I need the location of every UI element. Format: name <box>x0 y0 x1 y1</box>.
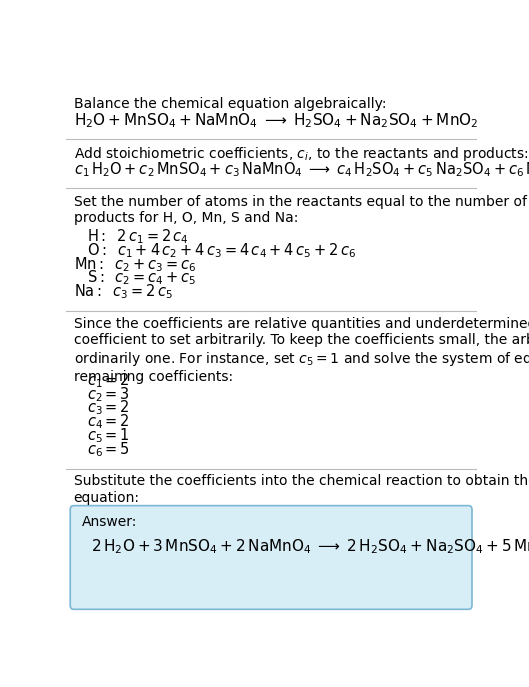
Text: $c_6 = 5$: $c_6 = 5$ <box>87 440 130 459</box>
Text: $c_3 = 2$: $c_3 = 2$ <box>87 398 130 418</box>
Text: $2\,\mathrm{H_2O} + 3\,\mathrm{MnSO_4} + 2\,\mathrm{NaMnO_4} \;\longrightarrow\;: $2\,\mathrm{H_2O} + 3\,\mathrm{MnSO_4} +… <box>91 537 529 556</box>
Text: $\mathrm{Na:}\;\;c_3 = 2\,c_5$: $\mathrm{Na:}\;\;c_3 = 2\,c_5$ <box>74 282 172 301</box>
Text: $c_1\,\mathrm{H_2O} + c_2\,\mathrm{MnSO_4} + c_3\,\mathrm{NaMnO_4} \;\longrighta: $c_1\,\mathrm{H_2O} + c_2\,\mathrm{MnSO_… <box>74 161 529 179</box>
Text: $c_1 = 2$: $c_1 = 2$ <box>87 371 130 390</box>
Text: $c_5 = 1$: $c_5 = 1$ <box>87 426 130 445</box>
Text: Add stoichiometric coefficients, $c_i$, to the reactants and products:: Add stoichiometric coefficients, $c_i$, … <box>74 145 528 163</box>
Text: $\mathrm{H:}\;\;2\,c_1 = 2\,c_4$: $\mathrm{H:}\;\;2\,c_1 = 2\,c_4$ <box>87 227 188 246</box>
Text: Substitute the coefficients into the chemical reaction to obtain the balanced
eq: Substitute the coefficients into the che… <box>74 475 529 505</box>
Text: $c_2 = 3$: $c_2 = 3$ <box>87 385 130 404</box>
Text: Set the number of atoms in the reactants equal to the number of atoms in the
pro: Set the number of atoms in the reactants… <box>74 194 529 225</box>
Text: Since the coefficients are relative quantities and underdetermined, choose a
coe: Since the coefficients are relative quan… <box>74 317 529 384</box>
Text: $\mathrm{O:}\;\;c_1 + 4\,c_2 + 4\,c_3 = 4\,c_4 + 4\,c_5 + 2\,c_6$: $\mathrm{O:}\;\;c_1 + 4\,c_2 + 4\,c_3 = … <box>87 241 356 260</box>
FancyBboxPatch shape <box>70 506 472 609</box>
Text: Answer:: Answer: <box>81 515 137 528</box>
Text: $c_4 = 2$: $c_4 = 2$ <box>87 412 130 431</box>
Text: $\mathrm{H_2O + MnSO_4 + NaMnO_4 \;\longrightarrow\; H_2SO_4 + Na_2SO_4 + MnO_2}: $\mathrm{H_2O + MnSO_4 + NaMnO_4 \;\long… <box>74 111 478 131</box>
Text: Balance the chemical equation algebraically:: Balance the chemical equation algebraica… <box>74 98 386 111</box>
Text: $\mathrm{Mn:}\;\;c_2 + c_3 = c_6$: $\mathrm{Mn:}\;\;c_2 + c_3 = c_6$ <box>74 255 196 273</box>
Text: $\mathrm{S:}\;\;c_2 = c_4 + c_5$: $\mathrm{S:}\;\;c_2 = c_4 + c_5$ <box>87 269 196 287</box>
